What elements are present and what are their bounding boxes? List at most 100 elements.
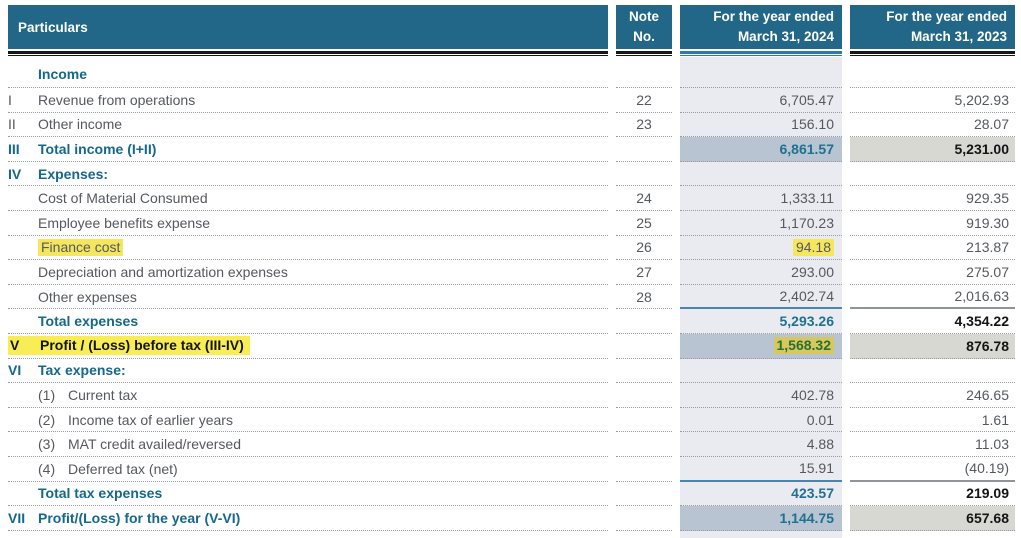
particulars-cell: I Revenue from operations [8, 88, 608, 113]
table-row-employee-benefits: Employee benefits expense 25 1,170.23 91… [8, 210, 1015, 236]
value-2024-cell: 6,705.47 [680, 88, 842, 113]
particulars-cell: (2) Income tax of earlier years [8, 408, 608, 433]
row-label: Cost of Material Consumed [38, 190, 208, 207]
row-label: Current tax [68, 386, 138, 403]
fy2023-header-line1: For the year ended [886, 9, 1007, 25]
value-2024-cell: 15.91 [680, 456, 842, 482]
table-row-total-tax-expenses: Total tax expenses 423.57 219.09 [8, 481, 1015, 507]
table-header: Particulars Note No. For the year ended … [8, 5, 1015, 57]
header-underline [8, 51, 608, 57]
header-underline-teal [680, 51, 842, 57]
header-fy2024-col: For the year ended March 31, 2024 [680, 5, 842, 57]
table-row-profit-for-year: VII Profit/(Loss) for the year (V-VI) 1,1… [8, 506, 1015, 531]
value-2023-cell: 5,202.93 [850, 88, 1015, 113]
particulars-cell: III Total income (I+II) [8, 137, 608, 162]
particulars-cell: (3) MAT credit availed/reversed [8, 432, 608, 457]
particulars-cell: Income [8, 57, 608, 88]
fy2023-header-line2: March 31, 2023 [910, 29, 1007, 44]
row-label-highlighted: Profit / (Loss) before tax (III-IV) [40, 337, 244, 354]
table-row-deferred-tax: (4) Deferred tax (net) 15.91 (40.19) [8, 456, 1015, 482]
table-row-depreciation: Depreciation and amortization expenses 2… [8, 260, 1015, 285]
value-2024-cell: 94.18 [680, 235, 842, 261]
note-cell [616, 432, 672, 457]
note-cell [616, 457, 672, 482]
header-underline [616, 51, 672, 57]
table-row-profit-before-tax: V Profit / (Loss) before tax (III-IV) 1,5… [8, 333, 1015, 359]
value-2023-cell [850, 57, 1015, 88]
particulars-cell: VII Profit/(Loss) for the year (V-VI) [8, 506, 608, 531]
fy2024-header-line1: For the year ended [713, 9, 834, 25]
value-2024-cell: 402.78 [680, 383, 842, 408]
particulars-header-label: Particulars [18, 19, 88, 35]
value-2024-cell: 423.57 [680, 481, 842, 507]
value-2023-cell: 275.07 [850, 260, 1015, 285]
row-label: Total expenses [38, 313, 139, 330]
table-row-total-income: III Total income (I+II) 6,861.57 5,231.00 [8, 137, 1015, 162]
particulars-cell: VI Tax expense: [8, 359, 608, 384]
note-cell [616, 408, 672, 433]
note-cell [616, 309, 672, 334]
particulars-cell: Depreciation and amortization expenses [8, 260, 608, 285]
value-2023-cell: 876.78 [850, 333, 1015, 359]
row-label: Revenue from operations [38, 91, 196, 108]
note-cell [616, 57, 672, 88]
header-particulars-col: Particulars [8, 5, 608, 57]
row-numeral: II [8, 116, 16, 133]
row-numeral: III [8, 140, 20, 157]
value-2024-cell: 1,170.23 [680, 210, 842, 236]
row-label: MAT credit availed/reversed [68, 436, 241, 453]
value-2024-cell [680, 358, 842, 384]
value-2023-cell: 28.07 [850, 113, 1015, 138]
note-header-line2: No. [633, 29, 655, 44]
particulars-cell: Finance cost [8, 236, 608, 261]
particulars-cell: IV Expenses: [8, 162, 608, 187]
particulars-cell: Cost of Material Consumed [8, 186, 608, 211]
table-row-expenses-section: IV Expenses: [8, 161, 1015, 187]
row-numeral: VI [8, 362, 22, 379]
table-row-tax-expense-section: VI Tax expense: [8, 358, 1015, 384]
row-label: Total income (I+II) [38, 140, 157, 157]
table-footer-stub [8, 530, 1015, 538]
table-row-current-tax: (1) Current tax 402.78 246.65 [8, 383, 1015, 408]
note-cell [616, 334, 672, 359]
row-label: Tax expense: [38, 362, 126, 379]
particulars-cell: (1) Current tax [8, 383, 608, 408]
note-cell [616, 162, 672, 187]
particulars-cell: Total expenses [8, 309, 608, 334]
row-subnumber: (1) [38, 386, 56, 403]
table-row-other-income: II Other income 23 156.10 28.07 [8, 112, 1015, 138]
value-2024-cell [680, 161, 842, 187]
row-label: Expenses: [38, 165, 109, 182]
row-numeral: I [8, 91, 12, 108]
row-subnumber: (4) [38, 460, 56, 477]
value-2023-cell [850, 359, 1015, 384]
value-2024-cell: 156.10 [680, 112, 842, 138]
row-label: Depreciation and amortization expenses [38, 263, 288, 280]
value-2023-cell: 4,354.22 [850, 309, 1015, 334]
particulars-cell: Total tax expenses [8, 482, 608, 507]
note-header-cell: Note No. [616, 5, 672, 49]
fy2024-header-cell: For the year ended March 31, 2024 [680, 5, 842, 49]
table-row-cost-of-material: Cost of Material Consumed 24 1,333.11 92… [8, 186, 1015, 211]
row-numeral: IV [8, 165, 22, 182]
table-row-income-tax-earlier-years: (2) Income tax of earlier years 0.01 1.61 [8, 407, 1015, 433]
row-subnumber: (3) [38, 436, 56, 453]
particulars-cell: II Other income [8, 113, 608, 138]
row-label: Income tax of earlier years [68, 411, 233, 428]
value-2023-cell: 11.03 [850, 432, 1015, 457]
value-2024-cell: 6,861.57 [680, 137, 842, 162]
value-2024-cell [680, 57, 842, 88]
note-cell: 28 [616, 285, 672, 310]
value-2023-cell: 919.30 [850, 211, 1015, 236]
row-numeral: V [10, 337, 20, 354]
row-label: Other expenses [38, 288, 137, 305]
value-2023-cell: 2,016.63 [850, 285, 1015, 310]
value-highlighted: 94.18 [792, 238, 834, 256]
note-cell: 23 [616, 113, 672, 138]
note-cell [616, 359, 672, 384]
row-label: Deferred tax (net) [68, 460, 178, 477]
header-underline [850, 51, 1015, 57]
table-row-mat-credit: (3) MAT credit availed/reversed 4.88 11.0… [8, 432, 1015, 457]
value-2023-cell [850, 162, 1015, 187]
